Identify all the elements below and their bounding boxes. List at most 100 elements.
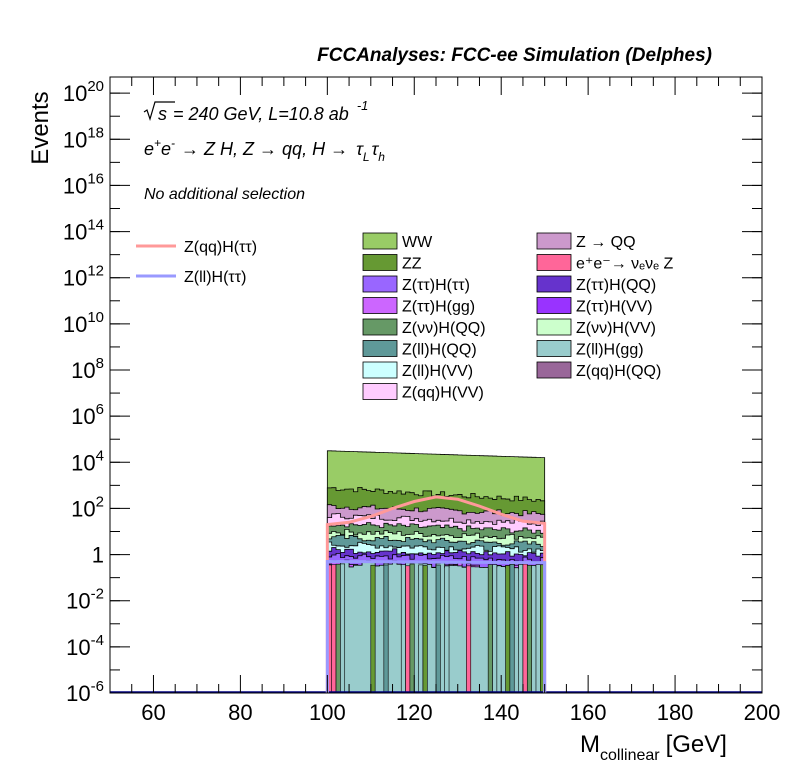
low-bin	[522, 563, 528, 693]
low-bin	[400, 564, 406, 693]
legend-bkg-label: WW	[402, 234, 433, 251]
low-bin	[535, 564, 541, 693]
process-e2-sup: -	[171, 136, 175, 150]
signal-ll-tautau-line	[325, 559, 547, 693]
process-e1-sup: +	[154, 136, 161, 150]
y-tick-label: 1010	[63, 309, 104, 337]
legend-swatch	[362, 383, 398, 400]
x-tick-label: 60	[141, 700, 165, 725]
legend-bkg-label: Z(ll)H(QQ)	[402, 342, 477, 359]
legend-signals: Z(qq)H(ττ) Z(ll)H(ττ)	[136, 239, 257, 286]
y-axis: 1020 1018 1016 1014 1012 1010 108 106 104 102 1 10-…	[63, 78, 762, 706]
legend-backgrounds: WW ZZ Z(ττ)H(ττ) Z(ττ)H(gg) Z(νν)H(QQ) Z(ll)H…	[362, 232, 673, 402]
legend-swatch	[536, 318, 572, 336]
low-bin	[505, 565, 511, 693]
energy-annotation: s = 240 GeV, L=10.8 ab -1	[143, 98, 368, 124]
process-e1: e	[144, 139, 154, 159]
low-bin	[331, 564, 337, 693]
process-text: → Z H, Z → qq, H →	[181, 139, 348, 159]
plot-area	[110, 450, 762, 693]
legend-signal-label: Z(qq)H(ττ)	[184, 239, 257, 256]
y-tick-label: 10-2	[66, 586, 104, 614]
legend-bkg-label: e⁺e⁻→ νₑνₑ Z	[576, 256, 673, 273]
legend-swatch	[362, 340, 398, 357]
legend-swatch	[362, 232, 398, 250]
legend-bkg-label: Z(νν)H(QQ)	[402, 320, 486, 337]
low-bin	[383, 564, 389, 693]
energy-s: s	[158, 104, 167, 124]
x-axis-label: Mcollinear [GeV]	[580, 731, 727, 764]
legend-swatch	[362, 254, 398, 271]
legend-bkg-label: Z(ττ)H(VV)	[576, 299, 653, 316]
low-bin	[422, 565, 428, 693]
y-tick-label: 108	[71, 355, 104, 383]
x-axis: 60 80 100 120 140 160 180 200	[109, 77, 781, 725]
low-bin	[492, 564, 498, 693]
legend-swatch	[536, 340, 572, 357]
legend-swatch	[362, 318, 398, 336]
legend-bkg-label: Z(ll)H(VV)	[402, 363, 473, 380]
legend-bkg-label: ZZ	[402, 256, 422, 273]
signal-qq-tautau-line	[325, 495, 547, 693]
legend-swatch	[362, 361, 398, 379]
x-tick-label: 140	[483, 700, 520, 725]
low-bin	[370, 564, 376, 693]
y-axis-label: Events	[27, 91, 54, 164]
low-bin	[444, 565, 450, 693]
x-tick-label: 160	[570, 700, 607, 725]
x-tick-label: 200	[744, 700, 781, 725]
low-bin	[405, 565, 411, 693]
chart-title: FCCAnalyses: FCC-ee Simulation (Delphes)	[317, 45, 712, 66]
low-bin	[335, 563, 341, 693]
x-axis-label-main: M	[580, 731, 600, 758]
legend-bkg-label: Z → QQ	[576, 234, 636, 251]
energy-text: = 240 GeV, L=10.8 ab	[173, 104, 349, 124]
low-bin	[526, 564, 532, 693]
y-tick-label: 1016	[63, 170, 104, 198]
y-tick-label: 10-6	[66, 678, 104, 706]
legend-swatch	[362, 275, 398, 293]
low-bin	[418, 564, 424, 693]
legend-swatch	[536, 297, 572, 314]
x-tick-label: 180	[657, 700, 694, 725]
y-tick-label: 1020	[63, 78, 104, 106]
process-e2: e	[161, 139, 171, 159]
y-tick-label: 1	[92, 543, 104, 568]
low-bin	[340, 563, 346, 693]
legend-bkg-label: Z(ττ)H(QQ)	[576, 277, 656, 294]
y-tick-label: 106	[71, 401, 104, 429]
legend-bkg-label: Z(ll)H(gg)	[576, 342, 644, 359]
legend-swatch	[536, 275, 572, 293]
y-tick-label: 102	[71, 493, 104, 521]
process-sub-h: h	[378, 150, 385, 164]
legend-bkg-label: Z(qq)H(QQ)	[576, 363, 661, 380]
energy-exp: -1	[357, 98, 369, 113]
svg-text:Mcollinear[GeV]: Mcollinear [GeV]	[580, 731, 727, 764]
y-tick-label: 1014	[63, 217, 104, 245]
x-tick-label: 120	[396, 700, 433, 725]
low-bin	[487, 564, 493, 693]
selection-note: No additional selection	[144, 186, 305, 203]
legend-signal-label: Z(ll)H(ττ)	[184, 269, 246, 286]
legend-bkg-label: Z(ττ)H(gg)	[402, 299, 475, 316]
y-tick-label: 1018	[63, 124, 104, 152]
x-axis-label-unit: [GeV]	[666, 731, 727, 758]
process-tau1: τ	[356, 139, 364, 159]
process-annotation: e+e- → Z H, Z → qq, H → τL τh	[144, 136, 385, 164]
y-tick-label: 10-4	[66, 632, 104, 660]
x-tick-label: 100	[309, 700, 346, 725]
legend-swatch	[536, 254, 572, 271]
x-tick-label: 80	[228, 700, 252, 725]
y-tick-label: 1012	[63, 263, 104, 291]
legend-swatch	[362, 297, 398, 314]
process-sub-l: L	[363, 150, 370, 164]
sqrt-icon	[143, 101, 175, 122]
low-bin	[435, 564, 441, 693]
svg-text:s= 240 GeV, L=10.8 ab-1: s = 240 GeV, L=10.8 ab -1	[158, 98, 368, 124]
low-bin	[466, 565, 472, 693]
low-bin	[518, 564, 524, 693]
legend-bkg-label: Z(νν)H(VV)	[576, 320, 656, 337]
